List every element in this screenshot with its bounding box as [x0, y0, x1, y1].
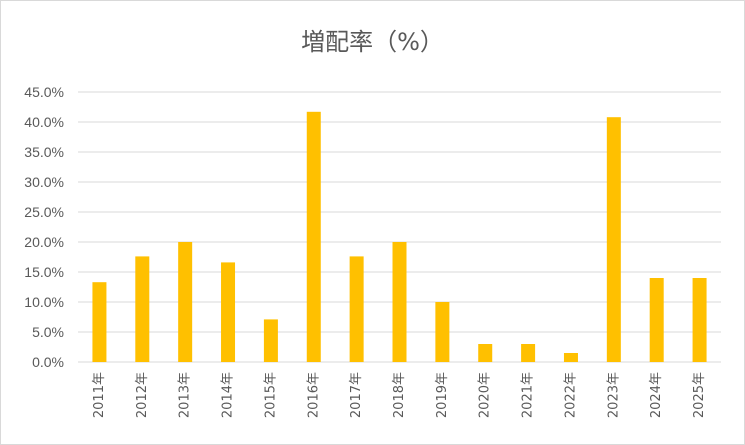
x-tick-label: 2020年 [478, 372, 493, 418]
y-tick-label: 5.0% [32, 324, 64, 340]
bar [178, 242, 193, 362]
x-tick-label: 2011年 [92, 372, 107, 418]
y-tick-label: 40.0% [24, 114, 64, 130]
x-tick-label: 2015年 [263, 372, 278, 418]
x-tick-label: 2013年 [178, 372, 193, 418]
bar [563, 353, 578, 362]
bar [221, 262, 236, 362]
chart-title: 増配率（%） [301, 28, 444, 56]
x-tick-label: 2018年 [392, 372, 407, 418]
bar [478, 344, 493, 362]
x-tick-label: 2021年 [521, 372, 536, 418]
bar [349, 256, 364, 362]
y-tick-label: 45.0% [24, 84, 64, 100]
x-tick-label: 2014年 [221, 372, 236, 418]
bar [135, 256, 150, 362]
bar [435, 302, 450, 362]
x-tick-label: 2023年 [606, 372, 621, 418]
x-tick-label: 2024年 [649, 372, 664, 418]
y-tick-label: 10.0% [24, 294, 64, 310]
y-tick-label: 30.0% [24, 174, 64, 190]
bar [692, 278, 707, 362]
y-tick-label: 0.0% [32, 354, 64, 370]
x-tick-label: 2025年 [692, 372, 707, 418]
bar [606, 117, 621, 362]
bar [92, 282, 107, 362]
x-tick-label: 2022年 [563, 372, 578, 418]
y-tick-label: 15.0% [24, 264, 64, 280]
x-tick-label: 2017年 [349, 372, 364, 418]
x-tick-label: 2019年 [435, 372, 450, 418]
y-tick-label: 25.0% [24, 204, 64, 220]
x-tick-label: 2016年 [306, 372, 321, 418]
bar [306, 111, 321, 362]
y-tick-label: 20.0% [24, 234, 64, 250]
bar [263, 319, 278, 362]
y-tick-label: 35.0% [24, 144, 64, 160]
x-tick-label: 2012年 [135, 372, 150, 418]
bar [521, 344, 536, 362]
bar [392, 242, 407, 362]
bar [649, 278, 664, 362]
